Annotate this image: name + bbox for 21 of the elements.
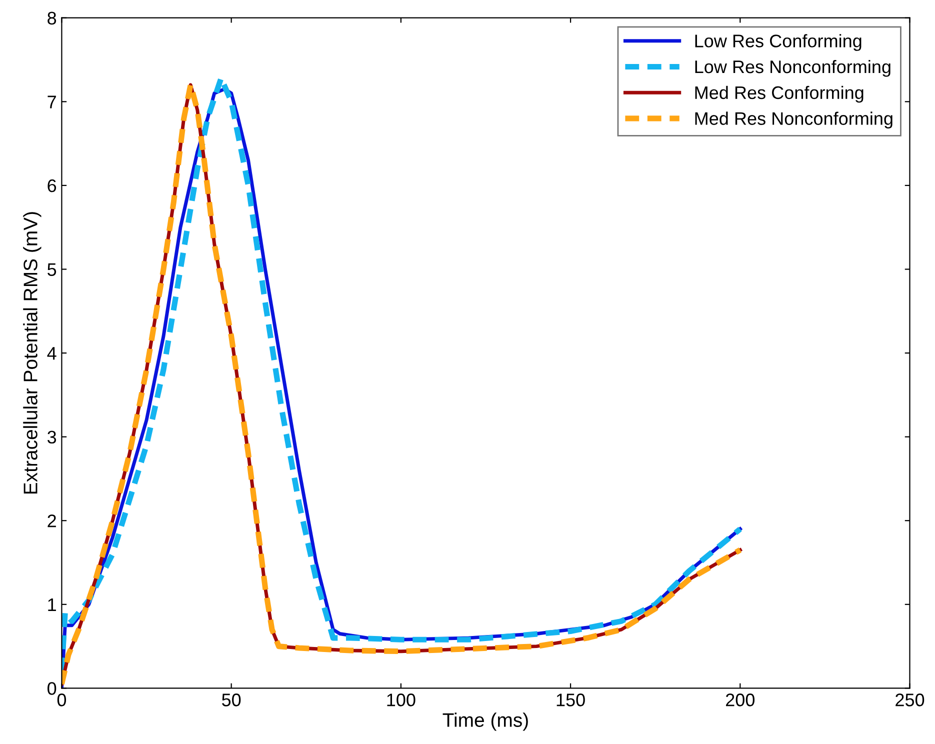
y-tick-label: 1	[48, 598, 56, 611]
x-tick-label: 150	[556, 694, 585, 706]
y-tick-label: 8	[48, 12, 56, 25]
y-tick-label: 7	[48, 96, 56, 108]
y-tick-label: 2	[48, 514, 56, 528]
y-tick-label: 6	[48, 179, 56, 192]
legend-label: Low Res Conforming	[695, 34, 862, 51]
y-tick-label: 3	[47, 430, 56, 444]
x-tick-label: 100	[387, 694, 416, 706]
x-tick-label: 200	[726, 694, 755, 706]
x-axis-title: Time (ms)	[442, 712, 528, 731]
y-tick-label: 4	[47, 347, 56, 360]
x-tick-label: 250	[896, 694, 924, 706]
legend-label: Med Res Conforming	[695, 86, 864, 103]
legend-label: Med Res Nonconforming	[695, 112, 892, 129]
x-tick-label: 0	[57, 694, 66, 706]
legend-label: Low Res Nonconforming	[695, 60, 890, 77]
y-axis-title: Extracellular Potential RMS (mV)	[23, 212, 42, 494]
y-tick-label: 5	[48, 263, 56, 276]
y-tick-label: 0	[48, 682, 56, 695]
x-tick-label: 50	[222, 694, 241, 706]
